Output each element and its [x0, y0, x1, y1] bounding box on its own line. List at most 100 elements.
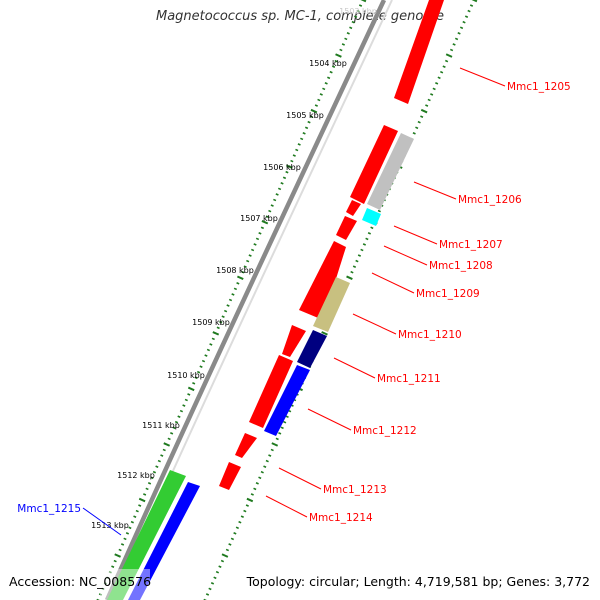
outer-tick [209, 343, 213, 346]
gene-mmc1-1205[interactable] [394, 0, 444, 104]
inner-tick [215, 570, 220, 574]
gene-green[interactable] [107, 470, 186, 600]
gene-blue-1[interactable] [264, 365, 310, 436]
gene-label[interactable]: Mmc1_1209 [416, 288, 480, 300]
outer-tick [339, 48, 343, 52]
inner-tick [321, 331, 328, 336]
outer-tick [123, 537, 127, 541]
gene-mmc1-1209[interactable] [299, 241, 346, 320]
inner-tick [352, 265, 357, 268]
outer-tick [282, 176, 287, 180]
inner-tick [357, 254, 362, 257]
inner-tick [285, 415, 289, 418]
inner-tick [210, 582, 215, 585]
gene-label[interactable]: Mmc1_1207 [439, 239, 503, 251]
outer-tick [356, 9, 360, 13]
secondary-strand-genes [107, 133, 414, 600]
outer-tick [125, 532, 130, 535]
outer-tick [201, 359, 206, 363]
outer-tick [162, 448, 166, 452]
outer-tick [286, 164, 293, 169]
outer-tick [329, 70, 333, 74]
forward-strand-genes [219, 0, 444, 490]
inner-tick [360, 248, 364, 252]
gene-cyan[interactable] [362, 208, 381, 226]
outer-tick [324, 82, 328, 85]
outer-tick [155, 465, 159, 468]
inner-tick [213, 576, 217, 580]
outer-tick [297, 143, 301, 146]
gene-label[interactable]: Mmc1_1211 [377, 373, 441, 385]
kbp-ruler: 1503 kbp 1504 kbp 1505 kbp 1506 kbp 1507 kbp… [91, 7, 377, 530]
gene-label-leader [82, 507, 122, 536]
inner-tick [258, 476, 262, 480]
gene-label-leader [383, 245, 428, 266]
outer-tick [199, 365, 203, 368]
outer-tick [221, 315, 225, 318]
inner-tick [412, 132, 416, 135]
outer-tick [268, 209, 272, 213]
outer-tick [150, 476, 154, 480]
outer-tick [327, 76, 331, 80]
outer-tick [163, 442, 171, 447]
outer-tick [265, 215, 269, 218]
inner-tick [220, 559, 225, 563]
inner-tick [445, 53, 453, 58]
gene-mmc1-1213[interactable] [219, 462, 241, 490]
gene-mmc1-1208[interactable] [336, 216, 357, 240]
outer-tick [309, 115, 314, 118]
gene-label[interactable]: Mmc1_1212 [353, 425, 417, 437]
outer-tick [231, 293, 235, 296]
inner-tick [462, 20, 466, 24]
inner-tick [225, 548, 230, 552]
gene-label[interactable]: Mmc1_1214 [309, 512, 373, 524]
gene-label[interactable]: Mmc1_1210 [398, 329, 462, 341]
outer-tick [317, 98, 321, 102]
genome-backbone [104, 0, 387, 600]
outer-tick [177, 415, 181, 418]
outer-tick [275, 193, 279, 196]
outer-tick [331, 65, 336, 68]
outer-tick [172, 426, 176, 430]
gene-navy[interactable] [297, 330, 327, 368]
outer-tick [322, 87, 326, 91]
gene-mmc1-1206-a[interactable] [350, 125, 398, 204]
ruler-label: 1509 kbp [192, 318, 230, 327]
outer-tick [260, 226, 265, 230]
gene-mmc1-1207[interactable] [346, 200, 361, 216]
outer-tick [145, 487, 149, 491]
gene-blue-2[interactable] [128, 482, 200, 600]
outer-tick [120, 543, 125, 546]
outer-tick [302, 132, 306, 135]
outer-tick [300, 137, 304, 141]
inner-tick [435, 82, 439, 85]
gene-label-leader [307, 408, 352, 431]
outer-tick [290, 159, 294, 163]
outer-tick [314, 104, 318, 107]
gene-mmc1-1210[interactable] [282, 325, 306, 357]
outer-tick [114, 553, 121, 558]
gene-label[interactable]: Mmc1_1205 [507, 81, 571, 93]
gene-mmc1-1211[interactable] [249, 355, 293, 428]
gene-label[interactable]: Mmc1_1206 [458, 194, 522, 206]
inner-tick [464, 15, 469, 18]
inner-tick [377, 209, 381, 213]
outer-tick [160, 454, 164, 457]
outer-tick [118, 548, 122, 552]
inner-tick [457, 32, 461, 35]
gene-label[interactable]: Mmc1_1208 [429, 260, 493, 272]
inner-tick [425, 104, 429, 107]
inner-tick [263, 465, 267, 468]
gene-khaki[interactable] [313, 277, 350, 332]
outer-tick [250, 248, 255, 252]
outer-tick [130, 520, 134, 524]
inner-tick [432, 87, 436, 91]
outer-tick [261, 220, 269, 225]
gene-label[interactable]: Mmc1_1215 [17, 503, 81, 515]
gene-label[interactable]: Mmc1_1213 [323, 484, 387, 496]
gene-grey[interactable] [367, 133, 414, 210]
inner-tick [228, 543, 232, 546]
gene-mmc1-1212[interactable] [235, 433, 257, 458]
inner-tick [362, 243, 367, 246]
